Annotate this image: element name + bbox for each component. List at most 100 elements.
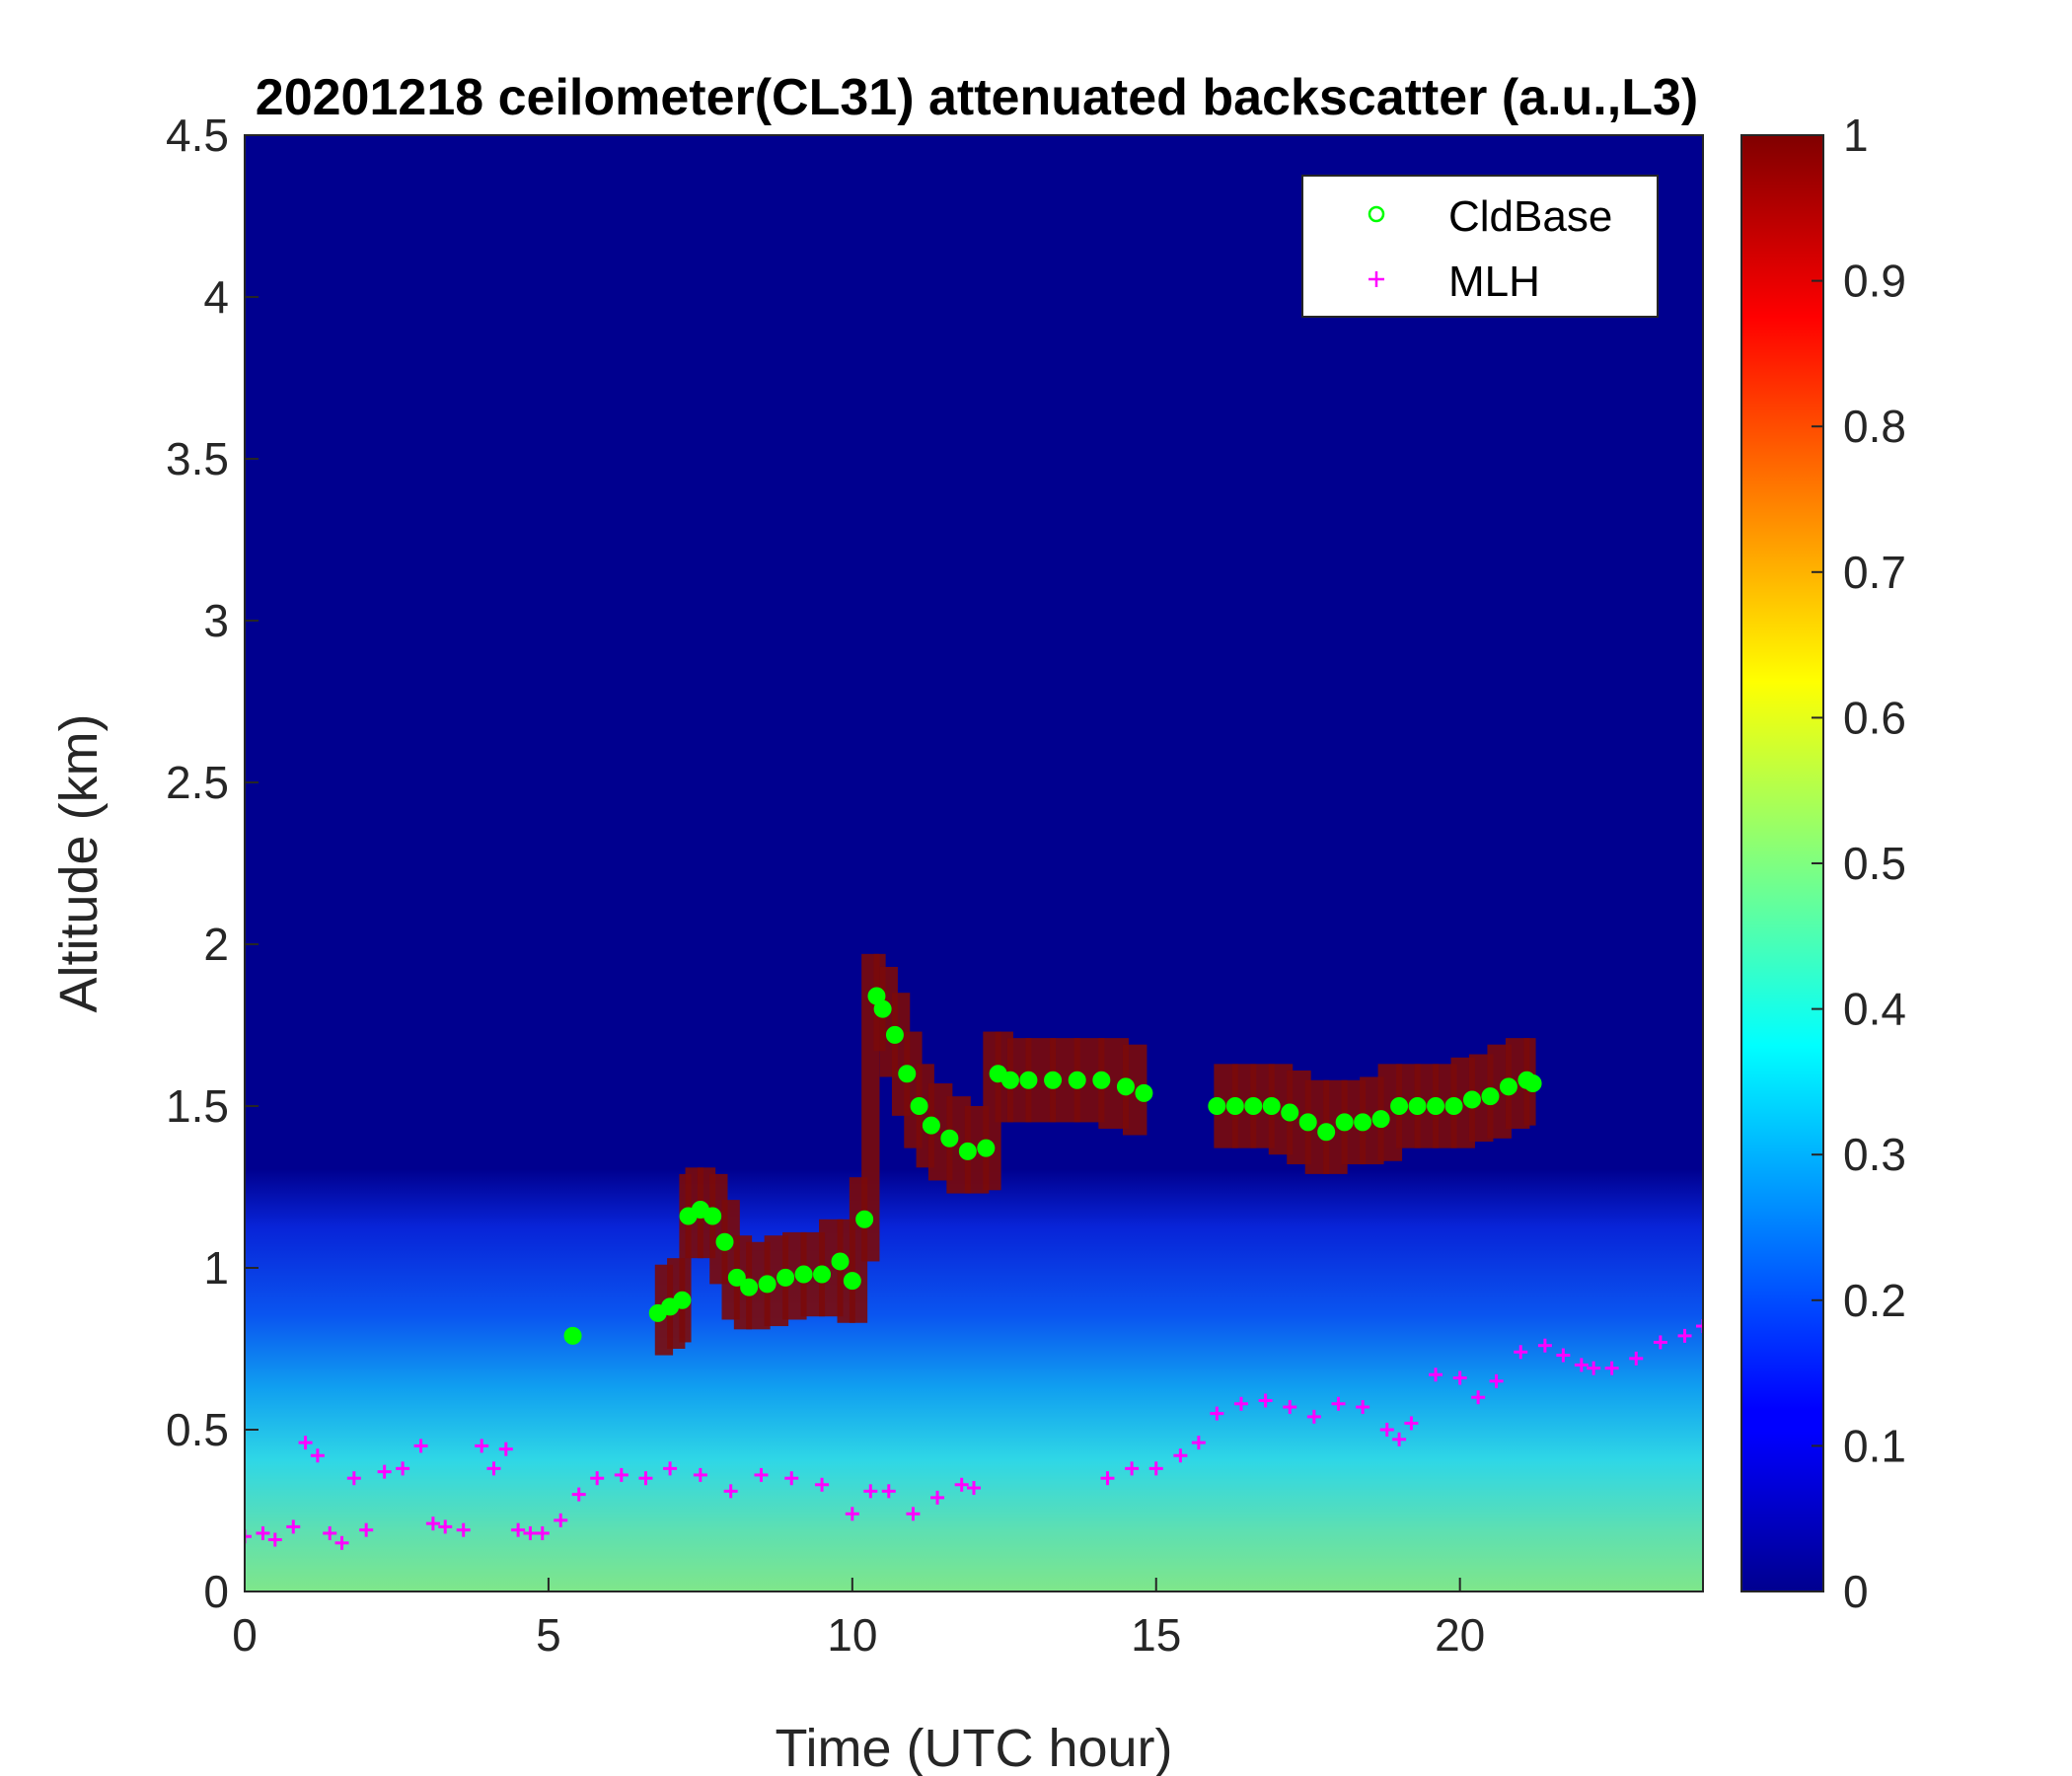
mlh-point — [723, 1484, 738, 1499]
x-axis-label: Time (UTC hour) — [775, 1719, 1172, 1776]
mlh-point — [881, 1484, 896, 1499]
mlh-point — [256, 1525, 270, 1540]
mlh-point — [554, 1513, 568, 1527]
y-tick-label: 2.5 — [166, 757, 229, 808]
cldbase-point — [885, 1025, 904, 1044]
cldbase-point — [855, 1210, 874, 1228]
cldbase-point — [794, 1265, 813, 1284]
cldbase-point — [758, 1275, 777, 1294]
y-tick-label: 4.5 — [166, 110, 229, 161]
mlh-point — [286, 1519, 301, 1534]
mlh-point — [1629, 1351, 1644, 1366]
mlh-point — [1356, 1400, 1370, 1415]
cldbase-series — [563, 987, 1542, 1345]
cldbase-point — [1000, 1071, 1019, 1089]
plot-area-background — [245, 135, 1703, 1591]
y-tick-label: 2 — [203, 919, 229, 970]
cldbase-point — [1281, 1103, 1299, 1122]
y-tick-label: 4 — [203, 271, 229, 323]
mlh-point — [1471, 1390, 1486, 1405]
mlh-point — [511, 1522, 526, 1537]
colorbar-tick-label: 0.5 — [1843, 838, 1906, 889]
mlh-point — [967, 1481, 981, 1496]
cldbase-point — [922, 1116, 940, 1135]
mlh-point — [845, 1507, 859, 1521]
y-tick-label: 3 — [203, 595, 229, 646]
mlh-point — [245, 1529, 252, 1544]
cldbase-point — [958, 1142, 977, 1160]
cldbase-point — [1427, 1097, 1445, 1115]
mlh-point — [523, 1525, 538, 1540]
mlh-point — [323, 1525, 337, 1540]
mlh-point — [1148, 1461, 1163, 1476]
mlh-point — [267, 1532, 282, 1547]
x-tick-label: 5 — [536, 1609, 561, 1661]
colorbar-tick-label: 0.9 — [1843, 256, 1906, 307]
cldbase-point — [1354, 1113, 1372, 1132]
cldbase-point — [910, 1097, 928, 1115]
mlh-point — [1125, 1461, 1140, 1476]
mlh-point — [1379, 1423, 1394, 1437]
mlh-point — [930, 1490, 945, 1505]
mlh-point — [754, 1467, 769, 1482]
cldbase-point — [777, 1268, 795, 1287]
colorbar-tick-label: 0.2 — [1843, 1275, 1906, 1326]
cldbase-point — [740, 1278, 759, 1296]
cldbase-point — [1262, 1097, 1281, 1115]
colorbar-tick-label: 0.4 — [1843, 984, 1906, 1035]
mlh-point — [638, 1471, 653, 1486]
mlh-point — [571, 1487, 586, 1502]
mlh-point — [1653, 1335, 1667, 1350]
cldbase-point — [843, 1272, 861, 1291]
mlh-point — [486, 1461, 501, 1476]
mlh-point — [663, 1461, 678, 1476]
mlh-point — [456, 1522, 471, 1537]
mlh-point — [1210, 1406, 1224, 1421]
y-tick-label: 0.5 — [166, 1404, 229, 1455]
cldbase-point — [727, 1268, 746, 1287]
chart-title: 20201218 ceilometer(CL31) attenuated bac… — [256, 69, 1698, 126]
colorbar-tick-label: 0 — [1843, 1566, 1869, 1617]
y-tick-label: 1.5 — [166, 1080, 229, 1132]
mlh-point — [1574, 1358, 1589, 1372]
cldbase-point — [1317, 1123, 1336, 1142]
mlh-point — [614, 1467, 629, 1482]
x-tick-label: 10 — [827, 1609, 877, 1661]
mlh-point — [413, 1439, 428, 1453]
cldbase-point — [831, 1252, 850, 1271]
colorbar-tick-label: 0.6 — [1843, 692, 1906, 743]
x-tick-label: 20 — [1435, 1609, 1485, 1661]
cldbase-point — [1068, 1071, 1086, 1089]
y-tick-label: 3.5 — [166, 433, 229, 484]
cldbase-point — [898, 1065, 917, 1083]
cldbase-point — [1044, 1071, 1063, 1089]
colorbar-tick-label: 0.3 — [1843, 1129, 1906, 1180]
mlh-point — [425, 1517, 440, 1531]
cldbase-point — [1116, 1077, 1135, 1096]
mlh-point — [359, 1522, 374, 1537]
colorbar-tick-label: 0.1 — [1843, 1420, 1906, 1471]
y-axis-ticks: 0 0.5 1 1.5 2 2.5 3 3.5 4 4.5 — [166, 110, 259, 1617]
mlh-point — [1392, 1432, 1407, 1446]
legend-cldbase-label: CldBase — [1448, 192, 1612, 241]
mlh-point — [396, 1461, 410, 1476]
mlh-point — [498, 1442, 513, 1456]
mlh-point — [1331, 1396, 1346, 1411]
mlh-point — [1258, 1393, 1273, 1408]
cldbase-point — [1390, 1097, 1409, 1115]
colorbar-tick-label: 0.7 — [1843, 547, 1906, 598]
mlh-point — [310, 1448, 325, 1463]
cldbase-point — [703, 1207, 722, 1225]
mlh-point — [1283, 1400, 1297, 1415]
mlh-point — [535, 1525, 550, 1540]
mlh-point — [863, 1484, 878, 1499]
mlh-point — [346, 1471, 361, 1486]
cldbase-point — [977, 1139, 996, 1157]
mlh-point — [1404, 1416, 1419, 1431]
mlh-point — [1696, 1319, 1703, 1334]
mlh-point — [1233, 1396, 1248, 1411]
cldbase-point — [1371, 1110, 1390, 1129]
y-tick-label: 1 — [203, 1242, 229, 1294]
legend: CldBase MLH — [1301, 175, 1659, 318]
cldbase-point — [1444, 1097, 1463, 1115]
